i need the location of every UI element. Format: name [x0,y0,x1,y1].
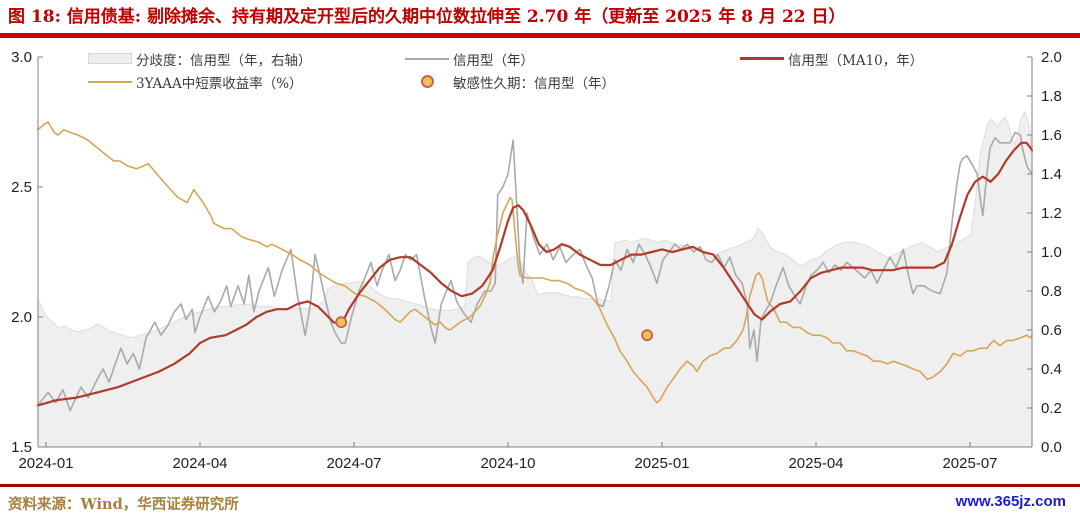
right-axis-label: 0.4 [1041,361,1062,378]
left-axis-label: 1.5 [11,439,32,456]
series-line [36,121,1033,404]
x-axis-label: 2024-07 [326,455,381,472]
footer-rule [0,484,1080,487]
series-line [36,131,1033,412]
x-axis-label: 2025-07 [942,455,997,472]
series-layer [36,110,1034,447]
dot-swatch-icon [405,75,449,88]
duration-chart: 3.0 2.5 2.0 1.5 2.0 1.8 1.6 1.4 1.2 1.0 0.8 0.6 0.4 0… [11,49,1062,472]
legend-row: 分歧度：信用型（年，右轴） 信用型（年） 信用型（MA10，年） [88,47,1073,70]
left-axis-label: 2.0 [11,309,32,326]
right-axis-label: 1.4 [1041,166,1062,183]
legend-row: 3YAAA中短票收益率（%） 敏感性久期：信用型（年） [88,70,1073,93]
right-axis-label: 0.0 [1041,439,1062,456]
legend-item: 敏感性久期：信用型（年） [405,70,615,93]
gold-line-swatch-icon [88,80,132,83]
legend-label: 分歧度：信用型（年，右轴） [136,52,312,69]
title-rule [0,33,1080,38]
red-line-swatch-icon [740,57,784,60]
legend-label: 3YAAA中短票收益率（%） [136,75,303,92]
series-line [36,141,1034,407]
legend-label: 信用型（年） [453,52,534,69]
right-axis-label: 2.0 [1041,49,1062,66]
sensitive-duration-dot [641,329,653,342]
site-link[interactable]: www.365jz.com [955,493,1066,510]
right-axis-label: 0.8 [1041,283,1062,300]
legend-label: 信用型（MA10，年） [788,52,924,69]
source-text: 资料来源：Wind，华西证券研究所 [8,496,239,513]
area-swatch-icon [88,53,132,64]
footer: 资料来源：Wind，华西证券研究所 www.365jz.com [0,487,1080,514]
right-axis-label: 1.6 [1041,127,1062,144]
right-axis-label: 1.8 [1041,88,1062,105]
chart-legend: 分歧度：信用型（年，右轴） 信用型（年） 信用型（MA10，年） 3YAAA中短票收益… [88,47,1073,93]
x-axis-label: 2024-04 [172,455,227,472]
divergence-area [37,111,1033,447]
legend-item: 3YAAA中短票收益率（%） [88,70,303,93]
divergence-area-edge [37,110,1033,339]
legend-item: 信用型（年） [405,47,534,70]
left-axis-label: 2.5 [11,179,32,196]
sensitive-duration-dot [335,316,348,329]
right-axis-label: 1.2 [1041,205,1062,222]
x-axis-label: 2025-04 [788,455,843,472]
legend-item: 分歧度：信用型（年，右轴） [88,47,312,70]
legend-item: 信用型（MA10，年） [740,47,923,70]
right-axis-label: 0.2 [1041,400,1062,417]
x-axis-label: 2025-01 [634,455,689,472]
x-axis-label: 2024-10 [480,455,535,472]
gray-line-swatch-icon [405,57,449,60]
axes-layer: 3.0 2.5 2.0 1.5 2.0 1.8 1.6 1.4 1.2 1.0 0.8 0.6 0.4 0… [11,49,1062,472]
right-axis-label: 0.6 [1041,322,1062,339]
right-axis-label: 1.0 [1041,244,1062,261]
figure-title: 图 18: 信用债基: 剔除摊余、持有期及定开型后的久期中位数拉伸至 2.70 … [8,7,846,27]
chart-region: 3.0 2.5 2.0 1.5 2.0 1.8 1.6 1.4 1.2 1.0 0.8 0.6 0.4 0… [0,38,1080,484]
x-axis-label: 2024-01 [18,455,73,472]
left-axis-label: 3.0 [11,49,32,66]
legend-label: 敏感性久期：信用型（年） [453,75,615,92]
